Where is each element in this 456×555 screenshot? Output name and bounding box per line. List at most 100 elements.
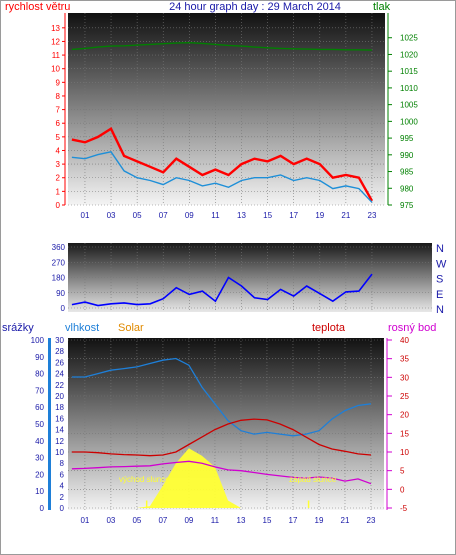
dir-tick-0: 0	[61, 304, 66, 313]
wind-tick-3: 3	[56, 160, 61, 169]
humidity-tick-16: 16	[55, 414, 64, 423]
pressure-tick-1000: 1000	[400, 117, 418, 126]
climate-panel-axes: -505101520253035400102030405060708090100…	[31, 336, 410, 525]
clim-hour-tick-11: 11	[211, 516, 220, 525]
temp-tick-25: 25	[400, 392, 409, 401]
clim-hour-tick-13: 13	[237, 516, 246, 525]
humidity-tick-4: 4	[60, 482, 65, 491]
clim-hour-tick-07: 07	[158, 516, 167, 525]
hour-tick-23: 23	[368, 211, 377, 220]
pressure-tick-1005: 1005	[400, 101, 418, 110]
sunrise-annotation: východ slunce	[119, 475, 170, 484]
rain-tick-80: 80	[35, 370, 44, 379]
rain-axis-bar	[48, 338, 51, 510]
wind-tick-5: 5	[56, 133, 61, 142]
wind-tick-7: 7	[56, 106, 61, 115]
hour-tick-07: 07	[159, 211, 168, 220]
clim-hour-tick-21: 21	[341, 516, 350, 525]
rain-tick-20: 20	[35, 470, 44, 479]
rain-tick-100: 100	[31, 336, 45, 345]
wind-speed-label: rychlost větru	[5, 1, 70, 13]
pressure-label: tlak	[373, 1, 391, 13]
pressure-tick-995: 995	[400, 134, 414, 143]
clim-hour-tick-01: 01	[80, 516, 89, 525]
pressure-tick-1010: 1010	[400, 84, 418, 93]
humidity-tick-28: 28	[55, 347, 64, 356]
hour-tick-03: 03	[107, 211, 116, 220]
compass-label-2: S	[436, 274, 443, 286]
pressure-tick-1025: 1025	[400, 34, 418, 43]
series-humidity	[71, 357, 372, 437]
series-dewpoint	[71, 460, 372, 485]
humidity-tick-24: 24	[55, 370, 64, 379]
rain-tick-0: 0	[40, 504, 45, 513]
humidity-tick-12: 12	[55, 437, 64, 446]
pressure-tick-985: 985	[400, 168, 414, 177]
wind-tick-9: 9	[56, 78, 61, 87]
rain-tick-50: 50	[35, 420, 44, 429]
compass-label-3: E	[436, 289, 443, 301]
rain-tick-40: 40	[35, 437, 44, 446]
humidity-tick-22: 22	[55, 381, 64, 390]
wind-tick-11: 11	[52, 51, 61, 60]
dir-tick-270: 270	[52, 258, 66, 267]
clim-hour-tick-17: 17	[289, 516, 298, 525]
compass-label-1: W	[436, 258, 447, 270]
wind-tick-0: 0	[56, 201, 61, 210]
temp-tick-10: 10	[400, 448, 409, 457]
humidity-tick-20: 20	[55, 392, 64, 401]
humidity-tick-10: 10	[55, 448, 64, 457]
humidity-tick-0: 0	[60, 504, 65, 513]
temp-tick--5: -5	[400, 504, 408, 513]
clim-hour-tick-03: 03	[106, 516, 115, 525]
temp-tick-30: 30	[400, 373, 409, 382]
dewpoint-label: rosný bod	[388, 322, 436, 334]
rain-tick-10: 10	[35, 487, 44, 496]
humidity-tick-30: 30	[55, 336, 64, 345]
wind-tick-10: 10	[51, 65, 60, 74]
temp-tick-0: 0	[400, 485, 405, 494]
temp-tick-20: 20	[400, 411, 409, 420]
wind-tick-8: 8	[56, 92, 61, 101]
wind-tick-4: 4	[56, 146, 61, 155]
pressure-tick-1015: 1015	[400, 67, 418, 76]
wind-tick-1: 1	[56, 187, 61, 196]
wind-tick-13: 13	[51, 24, 60, 33]
rain-tick-60: 60	[35, 403, 44, 412]
temp-tick-15: 15	[400, 429, 409, 438]
dir-tick-180: 180	[52, 274, 66, 283]
humidity-tick-26: 26	[55, 358, 64, 367]
dir-tick-360: 360	[52, 243, 66, 252]
humidity-tick-2: 2	[60, 493, 65, 502]
series-pressure	[71, 41, 373, 51]
direction-panel-grid	[68, 243, 432, 312]
hour-tick-09: 09	[185, 211, 194, 220]
direction-panel-series	[71, 273, 373, 307]
clim-hour-tick-19: 19	[315, 516, 324, 525]
hour-tick-17: 17	[289, 211, 298, 220]
chart-title: 24 hour graph day : 29 March 2014	[169, 1, 341, 13]
dir-tick-90: 90	[56, 289, 65, 298]
pressure-tick-990: 990	[400, 151, 414, 160]
clim-hour-tick-15: 15	[263, 516, 272, 525]
series-temperature	[71, 418, 372, 457]
humidity-tick-6: 6	[60, 470, 65, 479]
rain-tick-70: 70	[35, 386, 44, 395]
temp-tick-5: 5	[400, 467, 405, 476]
hour-tick-15: 15	[263, 211, 272, 220]
humidity-tick-18: 18	[55, 403, 64, 412]
hour-tick-21: 21	[341, 211, 350, 220]
pressure-tick-1020: 1020	[400, 50, 418, 59]
rain-label: srážky	[2, 322, 34, 334]
temp-tick-35: 35	[400, 355, 409, 364]
wind-panel-axes: 0123456789101112139759809859909951000100…	[51, 13, 418, 220]
humidity-tick-14: 14	[55, 426, 64, 435]
clim-hour-tick-23: 23	[367, 516, 376, 525]
clim-hour-tick-09: 09	[184, 516, 193, 525]
pressure-tick-975: 975	[400, 201, 414, 210]
series-wind	[71, 151, 373, 203]
sunset-annotation: západ slunce	[289, 475, 337, 484]
hour-tick-11: 11	[211, 211, 220, 220]
